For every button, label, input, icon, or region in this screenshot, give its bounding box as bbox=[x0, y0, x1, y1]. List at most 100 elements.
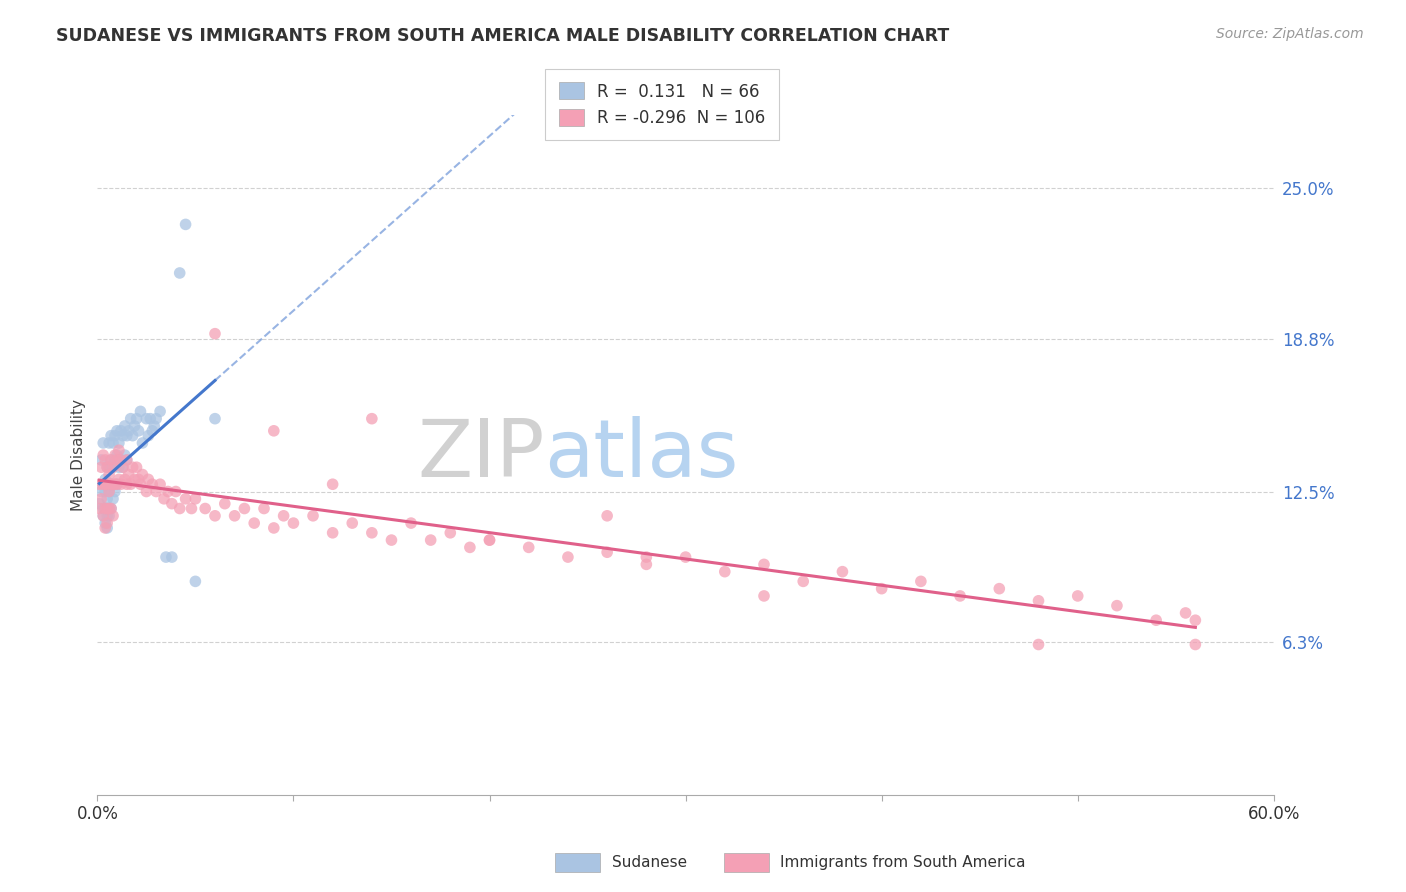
Point bbox=[149, 404, 172, 418]
Point bbox=[108, 472, 131, 486]
Point bbox=[118, 467, 141, 482]
Point bbox=[101, 508, 124, 523]
Point bbox=[675, 550, 697, 565]
Point bbox=[360, 525, 382, 540]
Point bbox=[89, 501, 111, 516]
Point bbox=[263, 521, 285, 535]
Point bbox=[1028, 594, 1050, 608]
Y-axis label: Male Disability: Male Disability bbox=[72, 399, 86, 511]
Point bbox=[104, 448, 127, 462]
Point bbox=[145, 484, 167, 499]
Point bbox=[98, 508, 121, 523]
Point bbox=[419, 533, 441, 547]
Point bbox=[100, 501, 122, 516]
Point bbox=[135, 411, 157, 425]
Point bbox=[91, 508, 114, 523]
Point bbox=[322, 525, 344, 540]
Point bbox=[98, 460, 121, 475]
Point bbox=[96, 501, 118, 516]
Point bbox=[91, 501, 114, 516]
Point bbox=[184, 491, 207, 506]
Point bbox=[94, 501, 117, 516]
Point bbox=[131, 467, 153, 482]
Point bbox=[263, 424, 285, 438]
Point bbox=[1105, 599, 1128, 613]
Legend: R =  0.131   N = 66, R = -0.296  N = 106: R = 0.131 N = 66, R = -0.296 N = 106 bbox=[546, 69, 779, 140]
Point bbox=[114, 448, 136, 462]
Point bbox=[342, 516, 364, 530]
Point bbox=[101, 460, 124, 475]
Point bbox=[94, 453, 117, 467]
Point bbox=[124, 472, 146, 486]
Point bbox=[121, 428, 143, 442]
Point bbox=[94, 477, 117, 491]
Point bbox=[105, 477, 128, 491]
Point bbox=[101, 491, 124, 506]
Point bbox=[100, 501, 122, 516]
Point bbox=[104, 428, 127, 442]
Point bbox=[105, 424, 128, 438]
Point bbox=[174, 491, 197, 506]
Point bbox=[478, 533, 501, 547]
Point bbox=[322, 477, 344, 491]
Point bbox=[180, 501, 202, 516]
Point bbox=[131, 436, 153, 450]
Point bbox=[1184, 638, 1206, 652]
Point bbox=[1184, 613, 1206, 627]
Point bbox=[89, 477, 111, 491]
Point bbox=[96, 491, 118, 506]
Point bbox=[111, 460, 134, 475]
Point bbox=[91, 448, 114, 462]
Point bbox=[111, 460, 134, 475]
Point bbox=[458, 541, 481, 555]
Point bbox=[110, 477, 132, 491]
Point bbox=[165, 484, 187, 499]
Point bbox=[124, 419, 146, 434]
Point bbox=[104, 477, 127, 491]
Point bbox=[94, 501, 117, 516]
Point bbox=[153, 491, 176, 506]
Point bbox=[557, 550, 579, 565]
Point bbox=[101, 436, 124, 450]
Point bbox=[94, 472, 117, 486]
Point bbox=[100, 453, 122, 467]
Point bbox=[204, 326, 226, 341]
Point bbox=[233, 501, 256, 516]
Point bbox=[94, 516, 117, 530]
Point bbox=[96, 477, 118, 491]
Point bbox=[184, 574, 207, 589]
Point bbox=[90, 460, 112, 475]
Point bbox=[98, 501, 121, 516]
Point bbox=[204, 411, 226, 425]
Point bbox=[439, 525, 461, 540]
Point bbox=[98, 501, 121, 516]
Point bbox=[121, 460, 143, 475]
Point bbox=[243, 516, 266, 530]
Point bbox=[128, 472, 150, 486]
Point bbox=[100, 453, 122, 467]
Point bbox=[96, 460, 118, 475]
Point bbox=[792, 574, 814, 589]
Point bbox=[517, 541, 540, 555]
Point bbox=[949, 589, 972, 603]
Point bbox=[1144, 613, 1167, 627]
Point bbox=[129, 477, 152, 491]
Point bbox=[115, 428, 138, 442]
Point bbox=[135, 484, 157, 499]
Point bbox=[108, 436, 131, 450]
Text: SUDANESE VS IMMIGRANTS FROM SOUTH AMERICA MALE DISABILITY CORRELATION CHART: SUDANESE VS IMMIGRANTS FROM SOUTH AMERIC… bbox=[56, 27, 949, 45]
Point bbox=[120, 477, 142, 491]
Point bbox=[169, 501, 191, 516]
Point bbox=[204, 508, 226, 523]
Point bbox=[101, 477, 124, 491]
Point bbox=[120, 411, 142, 425]
Point bbox=[105, 477, 128, 491]
Point bbox=[1067, 589, 1090, 603]
Point bbox=[399, 516, 422, 530]
Point bbox=[96, 477, 118, 491]
Point bbox=[136, 428, 159, 442]
Point bbox=[115, 477, 138, 491]
Point bbox=[169, 266, 191, 280]
Point bbox=[125, 460, 148, 475]
Point bbox=[108, 443, 131, 458]
